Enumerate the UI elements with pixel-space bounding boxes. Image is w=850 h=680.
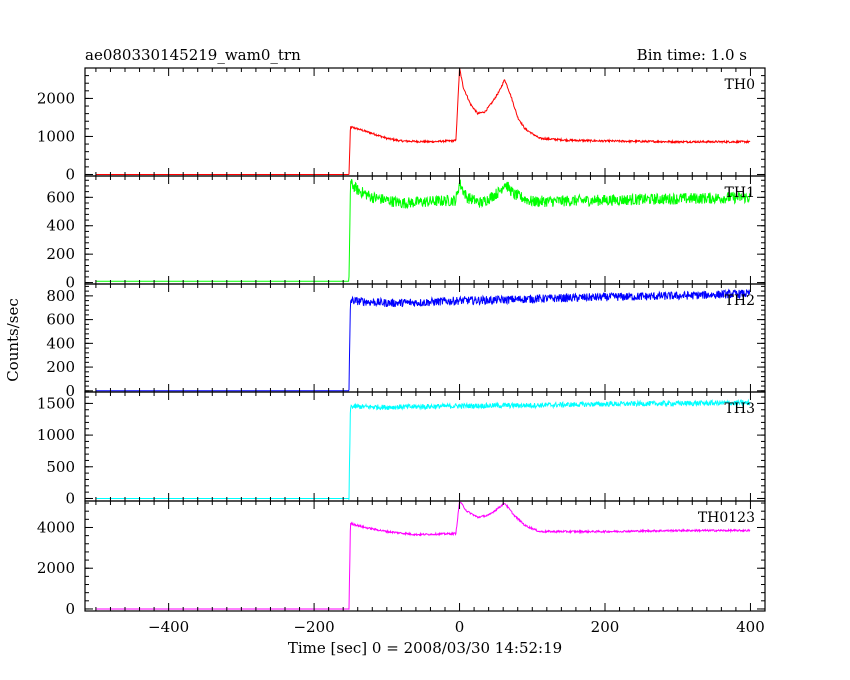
- y-axis-label: Counts/sec: [4, 298, 22, 382]
- x-tick-label: −200: [293, 618, 334, 636]
- chart-title: ae080330145219_wam0_trn: [85, 46, 301, 64]
- x-tick-label: −400: [148, 618, 189, 636]
- x-tick-label: 400: [736, 618, 765, 636]
- series-line-th3: [95, 398, 751, 500]
- panel-label-th1: TH1: [725, 185, 755, 201]
- y-tick-label-th1: 0: [65, 274, 75, 292]
- panel-frame-th2: [84, 283, 766, 393]
- y-tick-label-th2: 200: [46, 358, 75, 376]
- y-tick-label-th1: 400: [46, 217, 75, 235]
- y-tick-label-th2: 800: [46, 287, 75, 305]
- y-tick-label-th0123: 4000: [37, 518, 75, 536]
- series-line-th2: [95, 288, 751, 392]
- chart-subtitle: Bin time: 1.0 s: [637, 46, 747, 64]
- series-line-th0123: [95, 501, 751, 610]
- y-tick-label-th2: 400: [46, 334, 75, 352]
- series-line-th0: [95, 67, 751, 175]
- y-tick-label-th2: 600: [46, 311, 75, 329]
- y-tick-label-th0123: 0: [65, 600, 75, 618]
- y-tick-label-th0123: 2000: [37, 559, 75, 577]
- y-tick-label-th3: 0: [65, 489, 75, 507]
- panel-label-th0: TH0: [725, 77, 755, 93]
- panel-label-th3: TH3: [725, 401, 755, 417]
- y-tick-label-th0: 2000: [37, 89, 75, 107]
- panel-frame-th1: [84, 175, 766, 285]
- x-tick-label: 200: [591, 618, 620, 636]
- panel-frame-th0: [84, 67, 766, 177]
- y-tick-label-th1: 600: [46, 188, 75, 206]
- y-tick-label-th3: 1000: [37, 426, 75, 444]
- y-tick-label-th0: 0: [65, 165, 75, 183]
- y-tick-label-th0: 1000: [37, 127, 75, 145]
- panel-label-th2: TH2: [725, 293, 755, 309]
- y-tick-label-th2: 0: [65, 382, 75, 400]
- panel-frame-th0123: [84, 500, 766, 612]
- y-tick-label-th1: 200: [46, 245, 75, 263]
- x-tick-label: 0: [455, 618, 465, 636]
- x-axis-label: Time [sec] 0 = 2008/03/30 14:52:19: [288, 639, 562, 657]
- panel-label-th0123: TH0123: [698, 510, 755, 526]
- y-tick-label-th3: 500: [46, 458, 75, 476]
- y-tick-label-th3: 1500: [37, 394, 75, 412]
- series-line-th1: [95, 178, 751, 282]
